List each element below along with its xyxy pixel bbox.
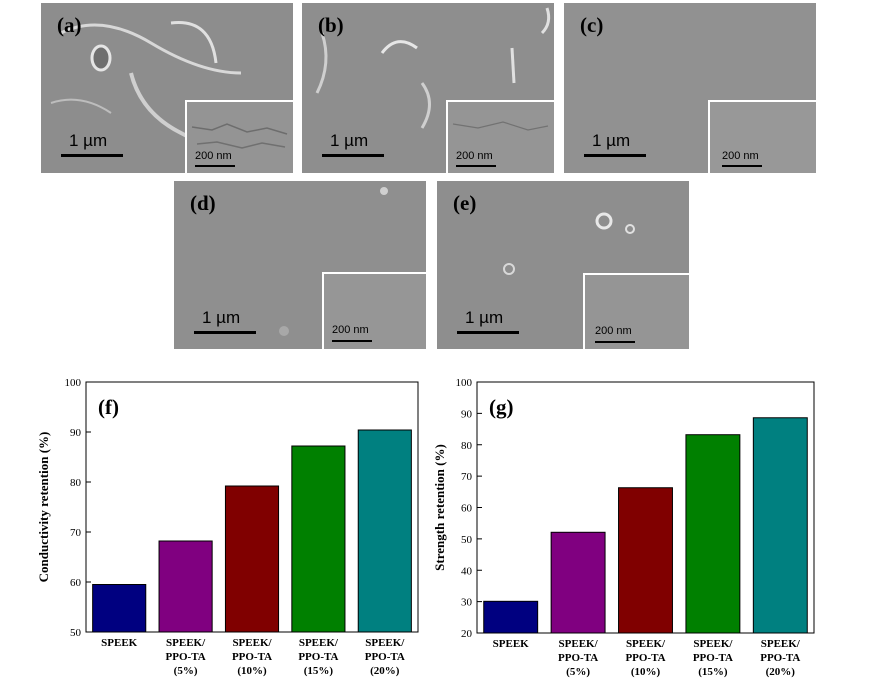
x-tick-label-1-1: PPO-TA xyxy=(166,651,206,663)
y-tick-label-4: 60 xyxy=(461,503,473,515)
scale-text-d: 1 µm xyxy=(202,308,241,327)
sem-image-d: (d) 1 µm 200 nm xyxy=(174,181,426,349)
inset-image-c: 200 nm xyxy=(708,100,816,173)
y-tick-label-4: 90 xyxy=(70,427,82,439)
inset-scale-bar-e xyxy=(595,341,635,343)
panel-label: (f) xyxy=(98,395,119,419)
chart-strength-retention: 20 30 40 50 60 70 80 90 100 Strength retention (%… xyxy=(432,377,815,678)
scale-text-e: 1 µm xyxy=(465,308,504,327)
x-tick-label-4-2: (20%) xyxy=(766,666,796,678)
panel-label-e: (e) xyxy=(453,191,477,215)
scale-text-a: 1 µm xyxy=(69,131,108,150)
inset-scale-bar-a xyxy=(195,165,235,167)
bar-0 xyxy=(483,600,539,634)
panel-label-d: (d) xyxy=(190,191,216,215)
inset-scale-text-b: 200 nm xyxy=(456,150,493,162)
inset-image-b: 200 nm xyxy=(446,100,554,173)
inset-scale-text-d: 200 nm xyxy=(332,324,369,336)
bar-2 xyxy=(224,485,280,633)
scale-bar-a xyxy=(61,154,123,157)
scale-text-c: 1 µm xyxy=(592,131,631,150)
x-tick-label-2-2: (10%) xyxy=(631,666,661,678)
x-tick-label-1-0: SPEEK/ xyxy=(559,638,599,650)
y-axis-label: Conductivity retention (%) xyxy=(36,432,51,583)
scale-bar-c xyxy=(584,154,646,157)
x-tick-label-0-0: SPEEK xyxy=(493,638,530,650)
sem-image-c: (c) 1 µm 200 nm xyxy=(564,3,816,173)
inset-image-d: 200 nm xyxy=(322,272,426,349)
x-tick-label-1-2: (5%) xyxy=(174,665,198,677)
x-tick-label-4-0: SPEEK/ xyxy=(761,638,801,650)
x-tick-label-3-0: SPEEK/ xyxy=(299,637,339,649)
y-tick-label-0: 20 xyxy=(461,628,473,640)
x-tick-label-4-0: SPEEK/ xyxy=(365,637,405,649)
x-tick-label-3-1: PPO-TA xyxy=(693,652,733,664)
sem-image-a: (a) 1 µm 200 nm xyxy=(41,3,293,173)
panel-label-c: (c) xyxy=(580,13,604,37)
inset-scale-bar-d xyxy=(332,340,372,342)
y-tick-label-2: 40 xyxy=(461,565,473,577)
x-tick-label-1-0: SPEEK/ xyxy=(166,637,206,649)
bar-4 xyxy=(357,429,412,633)
inset-scale-bar-b xyxy=(456,165,496,167)
sem-texture-b xyxy=(315,7,551,129)
x-tick-label-2-2: (10%) xyxy=(237,665,267,677)
sem-texture-e xyxy=(503,212,635,275)
y-tick-label-0: 50 xyxy=(70,627,82,639)
bar-0 xyxy=(92,584,147,633)
y-tick-label-5: 100 xyxy=(65,377,82,389)
bar-3 xyxy=(685,434,741,634)
y-tick-label-2: 70 xyxy=(70,527,82,539)
inset-scale-bar-c xyxy=(722,165,762,167)
scale-bar-b xyxy=(322,154,384,157)
inset-scale-text-c: 200 nm xyxy=(722,150,759,162)
y-tick-label-7: 90 xyxy=(461,408,473,420)
bar-2 xyxy=(618,487,673,634)
x-tick-label-2-1: PPO-TA xyxy=(232,651,272,663)
sem-image-b: (b) 1 µm 200 nm xyxy=(302,3,554,173)
panel-label: (g) xyxy=(489,395,514,419)
sem-image-e: (e) 1 µm 200 nm xyxy=(437,181,689,349)
x-tick-label-2-1: PPO-TA xyxy=(625,652,665,664)
scale-bar-d xyxy=(194,331,256,334)
bar-1 xyxy=(550,531,606,634)
bar-3 xyxy=(291,445,346,633)
x-tick-label-3-1: PPO-TA xyxy=(298,651,338,663)
x-tick-label-1-2: (5%) xyxy=(566,666,590,678)
inset-image-a: 200 nm xyxy=(185,100,293,173)
y-tick-label-3: 80 xyxy=(70,477,82,489)
y-tick-label-8: 100 xyxy=(456,377,473,389)
x-tick-label-3-0: SPEEK/ xyxy=(693,638,733,650)
scale-bar-e xyxy=(457,331,519,334)
x-tick-label-3-2: (15%) xyxy=(304,665,334,677)
x-tick-label-2-0: SPEEK/ xyxy=(232,637,272,649)
x-tick-label-2-0: SPEEK/ xyxy=(626,638,666,650)
x-tick-label-4-2: (20%) xyxy=(370,665,400,677)
y-tick-label-3: 50 xyxy=(461,534,473,546)
inset-scale-text-e: 200 nm xyxy=(595,325,632,337)
inset-image-e: 200 nm xyxy=(583,273,689,349)
inset-scale-text-a: 200 nm xyxy=(195,150,232,162)
x-tick-label-4-1: PPO-TA xyxy=(365,651,405,663)
y-tick-label-1: 30 xyxy=(461,597,473,609)
y-tick-label-6: 80 xyxy=(461,440,473,452)
x-tick-label-4-1: PPO-TA xyxy=(760,652,800,664)
x-tick-label-0-0: SPEEK xyxy=(101,637,138,649)
y-tick-label-1: 60 xyxy=(70,577,82,589)
y-axis-label: Strength retention (%) xyxy=(432,444,447,571)
panel-label-a: (a) xyxy=(57,13,82,37)
chart-conductivity-retention: 50 60 70 80 90 100 Conductivity retention (%) (… xyxy=(36,377,419,677)
sem-texture-d xyxy=(279,187,388,336)
y-tick-label-5: 70 xyxy=(461,471,473,483)
bar-1 xyxy=(158,540,213,633)
x-tick-label-3-2: (15%) xyxy=(698,666,728,678)
x-tick-label-1-1: PPO-TA xyxy=(558,652,598,664)
bar-4 xyxy=(752,417,808,634)
panel-label-b: (b) xyxy=(318,13,344,37)
scale-text-b: 1 µm xyxy=(330,131,369,150)
